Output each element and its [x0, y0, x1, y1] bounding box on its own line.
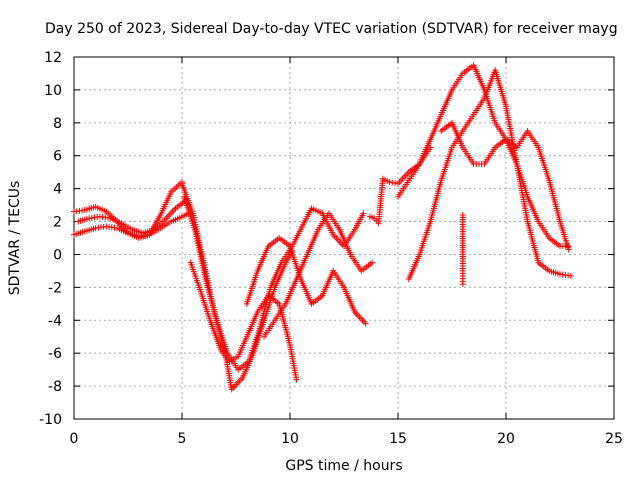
- x-tick-label: 20: [497, 431, 515, 447]
- series-track-9: [366, 144, 434, 227]
- y-tick-label: 8: [53, 116, 62, 132]
- series-track-3: [75, 197, 190, 237]
- series-track-8: [261, 210, 376, 340]
- y-tick-label: -10: [39, 412, 62, 428]
- data-point-marker: [392, 180, 399, 187]
- data-point-marker: [565, 243, 572, 250]
- series-track-4: [179, 180, 296, 393]
- x-axis-label: GPS time / hours: [285, 458, 402, 474]
- data-point-marker: [389, 179, 396, 186]
- chart-title: Day 250 of 2023, Sidereal Day-to-day VTE…: [45, 21, 618, 37]
- y-tick-label: -2: [48, 280, 62, 296]
- plot-frame: [73, 56, 615, 420]
- x-tick-label: 0: [70, 431, 79, 447]
- data-point-marker: [567, 272, 574, 279]
- y-tick-label: 0: [53, 247, 62, 263]
- y-tick-label: 6: [53, 149, 62, 165]
- x-tick-label: 25: [605, 431, 623, 447]
- x-tick-label: 5: [178, 431, 187, 447]
- series-track-6: [181, 193, 367, 373]
- y-tick-label: 2: [53, 215, 62, 231]
- data-point-marker: [362, 320, 369, 327]
- x-tick-label: 10: [281, 431, 299, 447]
- series-track-10: [395, 62, 572, 253]
- series-track-7: [243, 235, 369, 327]
- y-tick-label: -6: [48, 346, 62, 362]
- series-track-13: [459, 211, 466, 288]
- series-track-12: [438, 119, 572, 250]
- y-tick-label: -8: [48, 379, 62, 395]
- data-point-marker: [459, 281, 466, 288]
- y-tick-label: -4: [48, 313, 62, 329]
- data-point-marker: [369, 259, 376, 266]
- data-point-marker: [293, 376, 300, 383]
- y-tick-label: 10: [44, 83, 62, 99]
- axis-ticks: 0 5 10 15 20 25 -10 -8 -6 -4 -2 0 2 4 6 8 10 12: [39, 50, 623, 447]
- data-point-marker: [360, 210, 367, 217]
- data-point-marker: [386, 179, 393, 186]
- series-track-11: [405, 67, 574, 283]
- grid-lines: [74, 57, 614, 419]
- series-track-5: [187, 259, 300, 383]
- y-axis-label: SDTVAR / TECUs: [7, 181, 23, 296]
- data-points: [71, 62, 574, 393]
- y-tick-label: 4: [53, 182, 62, 198]
- x-tick-label: 15: [389, 431, 407, 447]
- y-tick-label: 12: [44, 50, 62, 66]
